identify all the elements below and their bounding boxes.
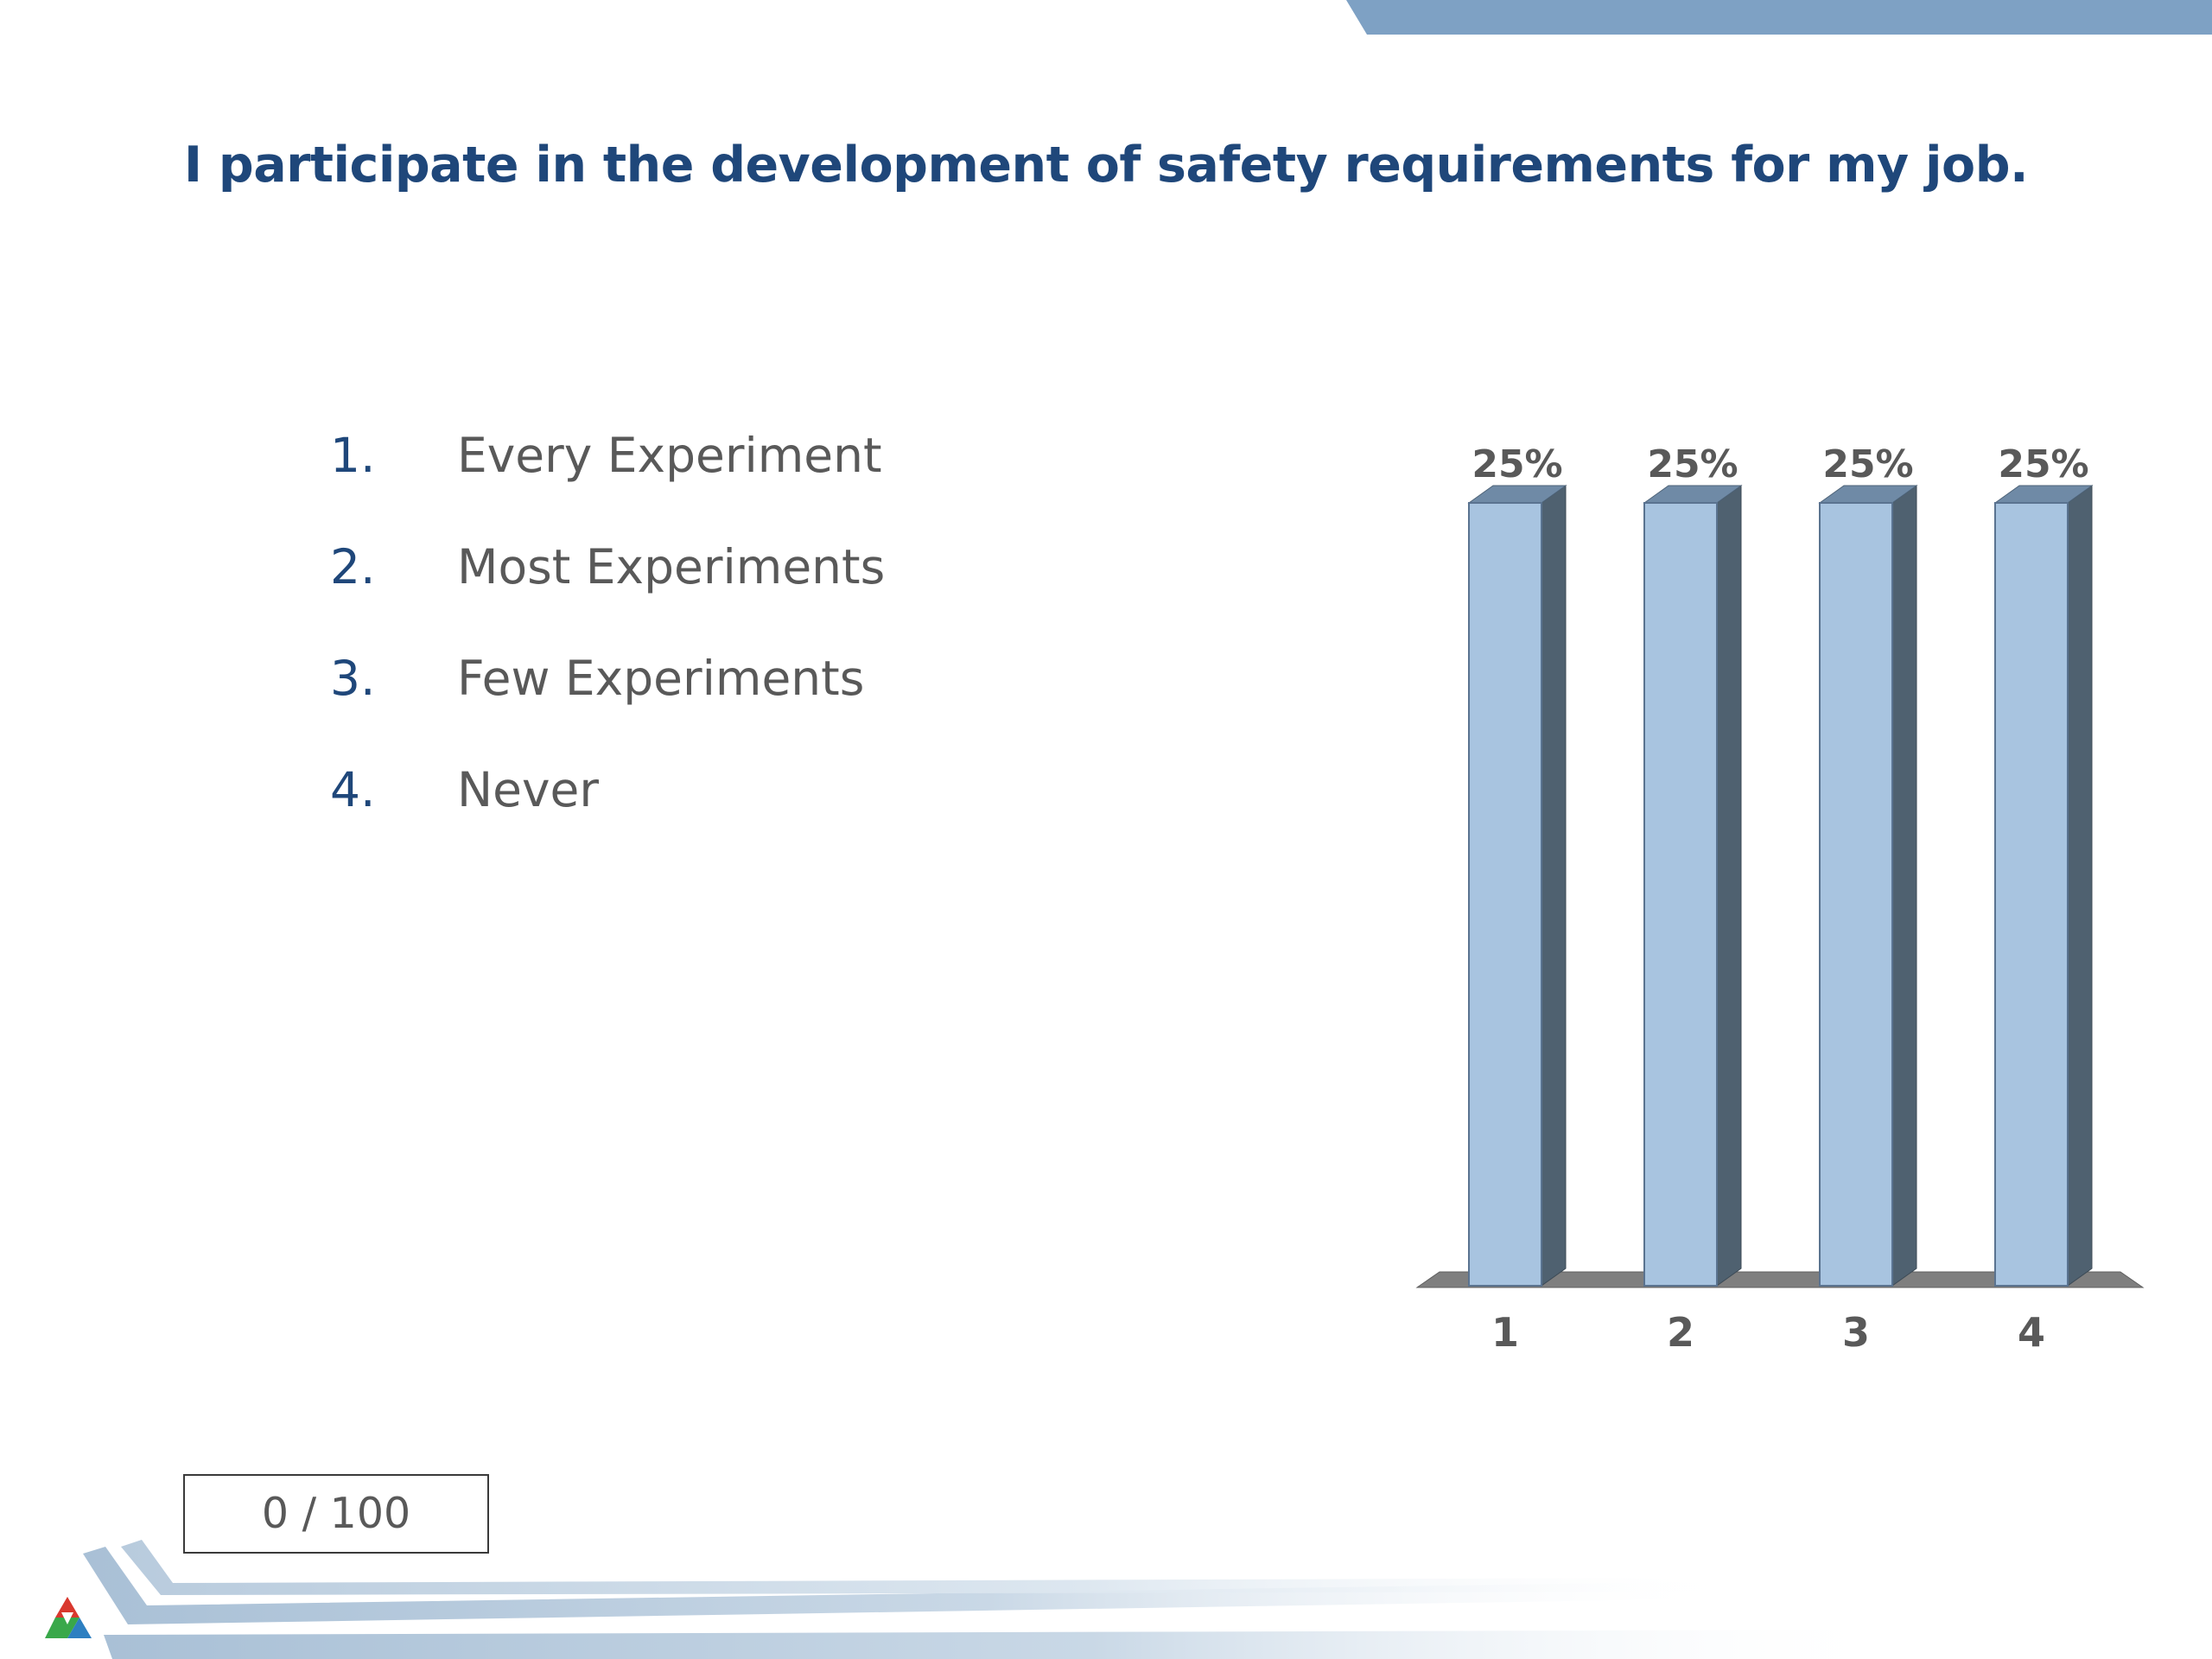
data-label: 25% — [1822, 442, 1913, 486]
footer-swoosh-front — [121, 1540, 1728, 1595]
option-label: Few Experiments — [457, 651, 865, 706]
chart-floor — [1415, 1271, 2145, 1288]
logo-icon — [45, 1597, 92, 1638]
option-label: Every Experiment — [457, 428, 882, 483]
option-number: 3. — [330, 651, 376, 706]
data-label: 25% — [1471, 442, 1562, 486]
option-number: 4. — [330, 762, 376, 817]
x-tick-label: 1 — [1491, 1309, 1519, 1356]
footer-bottom-stripe — [104, 1630, 1901, 1659]
option-number: 2. — [330, 539, 376, 594]
option-number: 1. — [330, 428, 376, 483]
bar — [1994, 502, 2069, 1287]
x-tick-label: 3 — [1842, 1309, 1870, 1356]
bar — [1468, 502, 1542, 1287]
data-label: 25% — [1647, 442, 1738, 486]
response-counter: 0 / 100 — [183, 1474, 489, 1554]
footer-swoosh-back — [83, 1547, 1728, 1624]
option-label: Never — [457, 762, 599, 817]
bar — [1819, 502, 1893, 1287]
x-tick-label: 2 — [1667, 1309, 1694, 1356]
bar — [1643, 502, 1718, 1287]
slide-title: I participate in the development of safe… — [183, 137, 2029, 194]
header-band — [1346, 0, 2212, 35]
data-label: 25% — [1998, 442, 2088, 486]
x-tick-label: 4 — [2018, 1309, 2045, 1356]
option-label: Most Experiments — [457, 539, 886, 594]
